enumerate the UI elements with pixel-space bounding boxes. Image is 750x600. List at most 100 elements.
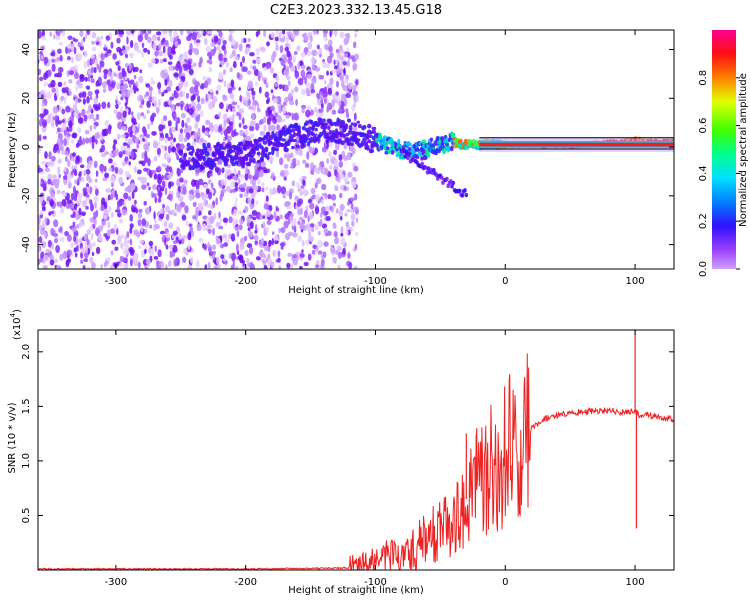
noise-blob <box>103 214 107 220</box>
signal-blob <box>339 133 343 138</box>
noise-blob <box>213 35 219 43</box>
noise-blob <box>283 220 289 229</box>
noise-blob <box>147 49 150 55</box>
noise-blob <box>301 107 305 114</box>
signal-blob <box>390 149 395 155</box>
noise-blob <box>294 30 300 37</box>
noise-blob <box>229 116 234 121</box>
noise-blob <box>42 265 48 269</box>
noise-blob <box>328 45 333 53</box>
noise-blob <box>104 165 107 173</box>
noise-blob <box>352 84 357 92</box>
noise-blob <box>223 80 227 88</box>
noise-blob <box>38 30 43 39</box>
noise-blob <box>168 65 174 71</box>
noise-blob <box>207 134 211 138</box>
noise-blob <box>223 113 228 121</box>
noise-blob <box>332 222 337 230</box>
noise-blob <box>250 120 254 127</box>
noise-blob <box>322 61 327 68</box>
noise-blob <box>224 132 228 141</box>
noise-blob <box>309 147 315 154</box>
noise-blob <box>53 34 56 40</box>
signal-blob <box>281 127 286 133</box>
noise-blob <box>110 250 114 256</box>
noise-blob <box>165 213 170 221</box>
x-tick-label: -300 <box>105 577 128 588</box>
noise-blob <box>176 167 180 176</box>
noise-blob <box>94 132 98 140</box>
noise-blob <box>326 142 329 150</box>
noise-blob <box>252 95 255 101</box>
noise-blob <box>258 71 262 76</box>
signal-blob <box>348 124 353 131</box>
noise-blob <box>227 164 231 168</box>
noise-blob <box>209 88 214 94</box>
noise-blob <box>247 227 251 232</box>
noise-blob <box>49 187 55 195</box>
noise-blob <box>350 202 354 210</box>
noise-blob <box>38 216 41 225</box>
noise-blob <box>294 86 299 93</box>
noise-blob <box>288 100 295 106</box>
noise-blob <box>323 228 329 234</box>
noise-blob <box>109 175 116 184</box>
noise-blob <box>73 235 77 242</box>
noise-blob <box>205 93 209 102</box>
signal-blob <box>342 133 346 139</box>
noise-blob <box>139 134 145 139</box>
signal-blob <box>320 125 325 129</box>
noise-blob <box>102 81 107 89</box>
noise-blob <box>114 190 117 197</box>
noise-blob <box>40 55 44 60</box>
noise-blob <box>87 91 93 97</box>
noise-blob <box>67 133 71 137</box>
noise-blob <box>107 124 112 131</box>
noise-blob <box>120 234 125 239</box>
colorbar-tick-label: 0.6 <box>698 118 709 134</box>
noise-blob <box>152 42 157 51</box>
noise-blob <box>47 114 51 118</box>
noise-blob <box>89 113 95 119</box>
noise-blob <box>80 164 85 168</box>
noise-blob <box>123 262 126 268</box>
signal-blob <box>186 142 191 148</box>
noise-blob <box>238 108 245 114</box>
noise-blob <box>352 126 358 132</box>
noise-blob <box>238 224 243 231</box>
noise-blob <box>129 214 133 222</box>
noise-blob <box>60 207 64 213</box>
x-tick-label: 100 <box>626 276 645 287</box>
noise-blob <box>318 165 322 170</box>
noise-blob <box>117 101 122 106</box>
noise-blob <box>261 237 264 245</box>
noise-blob <box>122 110 127 118</box>
noise-blob <box>181 214 187 221</box>
noise-blob <box>75 214 80 221</box>
signal-blob <box>444 142 450 147</box>
noise-blob <box>43 56 49 64</box>
noise-blob <box>275 75 279 82</box>
noise-blob <box>160 144 165 149</box>
signal-blob <box>459 138 463 143</box>
noise-blob <box>229 67 233 73</box>
noise-blob <box>301 249 304 253</box>
noise-blob <box>284 96 290 103</box>
noise-blob <box>153 156 158 162</box>
noise-blob <box>173 258 178 267</box>
noise-blob <box>222 233 228 239</box>
noise-blob <box>72 211 76 217</box>
noise-blob <box>336 80 339 88</box>
noise-blob <box>136 169 142 175</box>
noise-blob <box>163 220 168 228</box>
noise-blob <box>227 135 232 142</box>
noise-blob <box>46 196 51 202</box>
noise-blob <box>53 219 59 228</box>
noise-blob <box>301 176 307 180</box>
noise-blob <box>112 72 118 77</box>
noise-blob <box>117 239 120 246</box>
noise-blob <box>109 193 114 201</box>
noise-blob <box>56 89 59 97</box>
noise-blob <box>259 169 264 178</box>
noise-blob <box>222 138 226 142</box>
